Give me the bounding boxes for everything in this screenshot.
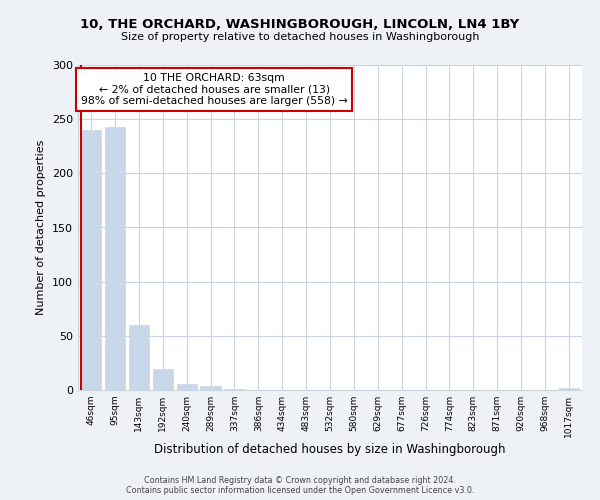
Bar xyxy=(224,389,245,390)
Bar xyxy=(81,130,101,390)
Bar xyxy=(200,386,221,390)
Bar xyxy=(559,388,579,390)
Bar xyxy=(105,126,125,390)
Bar xyxy=(176,384,197,390)
X-axis label: Distribution of detached houses by size in Washingborough: Distribution of detached houses by size … xyxy=(154,442,506,456)
Bar xyxy=(152,370,173,390)
Text: 10, THE ORCHARD, WASHINGBOROUGH, LINCOLN, LN4 1BY: 10, THE ORCHARD, WASHINGBOROUGH, LINCOLN… xyxy=(80,18,520,30)
Y-axis label: Number of detached properties: Number of detached properties xyxy=(37,140,46,315)
Text: Contains HM Land Registry data © Crown copyright and database right 2024.: Contains HM Land Registry data © Crown c… xyxy=(144,476,456,485)
Text: 10 THE ORCHARD: 63sqm
← 2% of detached houses are smaller (13)
98% of semi-detac: 10 THE ORCHARD: 63sqm ← 2% of detached h… xyxy=(81,73,347,106)
Text: Contains public sector information licensed under the Open Government Licence v3: Contains public sector information licen… xyxy=(126,486,474,495)
Bar xyxy=(129,325,149,390)
Text: Size of property relative to detached houses in Washingborough: Size of property relative to detached ho… xyxy=(121,32,479,42)
